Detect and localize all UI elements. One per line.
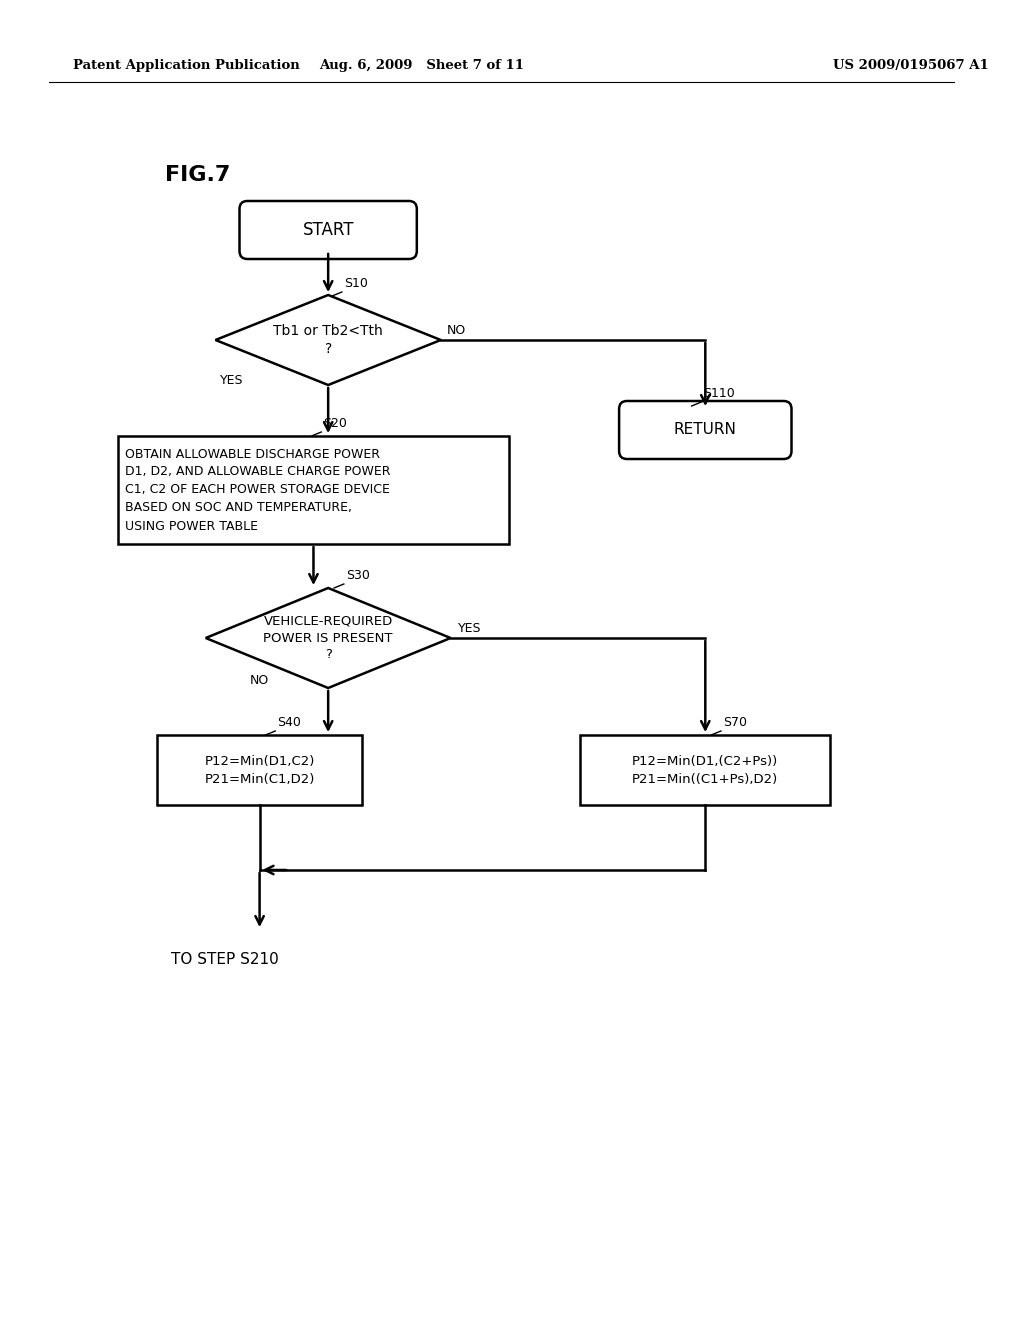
Text: RETURN: RETURN xyxy=(674,422,736,437)
Text: YES: YES xyxy=(459,622,482,635)
Text: P12=Min(D1,C2)
P21=Min(C1,D2): P12=Min(D1,C2) P21=Min(C1,D2) xyxy=(205,755,314,785)
Text: VEHICLE-REQUIRED
POWER IS PRESENT
?: VEHICLE-REQUIRED POWER IS PRESENT ? xyxy=(263,615,393,661)
Bar xyxy=(118,436,509,544)
Text: Aug. 6, 2009   Sheet 7 of 11: Aug. 6, 2009 Sheet 7 of 11 xyxy=(318,58,523,71)
Polygon shape xyxy=(206,587,451,688)
Bar xyxy=(581,735,830,805)
Text: NO: NO xyxy=(446,323,466,337)
Text: S40: S40 xyxy=(278,715,301,729)
FancyBboxPatch shape xyxy=(240,201,417,259)
Text: TO STEP S210: TO STEP S210 xyxy=(171,953,280,968)
FancyBboxPatch shape xyxy=(620,401,792,459)
Text: START: START xyxy=(302,220,354,239)
Text: NO: NO xyxy=(250,673,269,686)
Text: US 2009/0195067 A1: US 2009/0195067 A1 xyxy=(833,58,988,71)
Bar xyxy=(157,735,362,805)
Text: S30: S30 xyxy=(346,569,370,582)
Text: Tb1 or Tb2<Tth
?: Tb1 or Tb2<Tth ? xyxy=(273,323,383,356)
Text: S110: S110 xyxy=(703,387,735,400)
Text: P12=Min(D1,(C2+Ps))
P21=Min((C1+Ps),D2): P12=Min(D1,(C2+Ps)) P21=Min((C1+Ps),D2) xyxy=(632,755,778,785)
Text: OBTAIN ALLOWABLE DISCHARGE POWER
D1, D2, AND ALLOWABLE CHARGE POWER
C1, C2 OF EA: OBTAIN ALLOWABLE DISCHARGE POWER D1, D2,… xyxy=(125,447,391,532)
Text: S20: S20 xyxy=(324,417,347,430)
Text: S10: S10 xyxy=(344,277,368,290)
Text: YES: YES xyxy=(220,374,244,387)
Text: S70: S70 xyxy=(723,715,746,729)
Text: Patent Application Publication: Patent Application Publication xyxy=(74,58,300,71)
Text: FIG.7: FIG.7 xyxy=(165,165,230,185)
Polygon shape xyxy=(215,294,440,385)
